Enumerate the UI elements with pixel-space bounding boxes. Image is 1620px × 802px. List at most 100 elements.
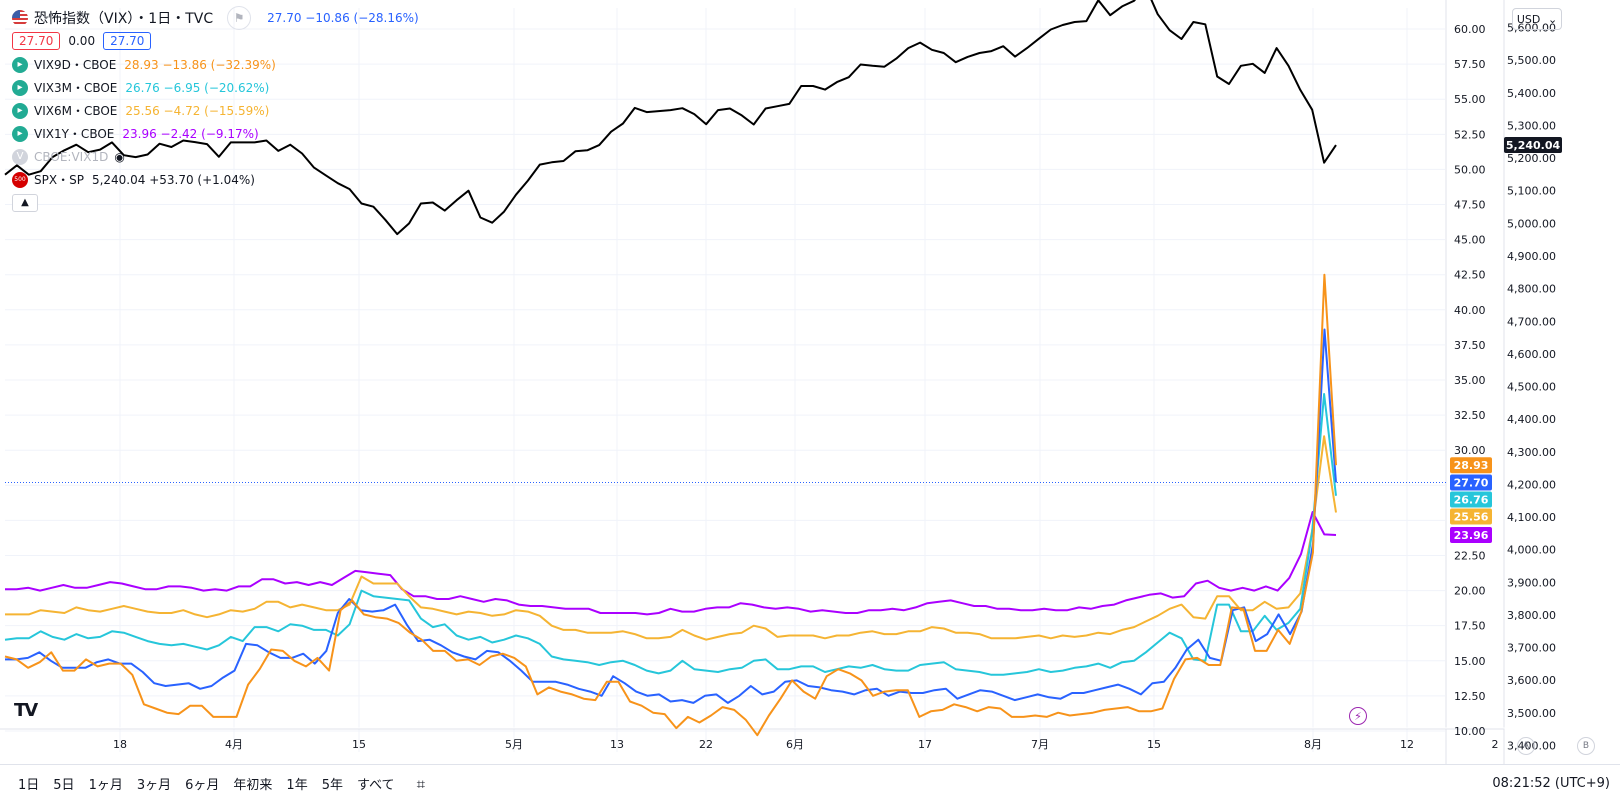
x-axis-tick: 18	[113, 738, 127, 751]
right-axis-tick: 4,000.00	[1507, 544, 1556, 557]
right-axis-tick: 4,500.00	[1507, 381, 1556, 394]
flag-icon[interactable]: ⚑	[227, 5, 252, 30]
indicator-label: VIX3M・CBOE	[34, 81, 118, 95]
left-axis-tick: 57.50	[1454, 58, 1486, 71]
price-tag	[1450, 457, 1492, 474]
price-chart[interactable]: 60.00 57.50 55.00 52.50 50.00 47.50 45.00 42.50…	[0, 0, 1620, 764]
price-tag	[1450, 474, 1492, 491]
us-flag-icon	[12, 9, 28, 26]
spread-value: 0.00	[68, 34, 96, 48]
currency-label: USD	[1516, 12, 1541, 26]
indicator-value: 28.93 −13.86 (−32.39%)	[124, 57, 276, 72]
bid-ask-row: 27.70 0.00 27.70	[12, 29, 419, 53]
legend-main-row: 恐怖指数（VIX）・1日・TVC ⚑ 27.70 −10.86 (−28.16%…	[12, 5, 419, 30]
left-axis-tick: 15.00	[1454, 655, 1486, 668]
indicator-label: SPX・SP	[34, 173, 84, 187]
range-3m[interactable]: 3ヶ月	[136, 778, 172, 793]
indicator-value: 26.76 −6.95 (−20.62%)	[125, 80, 270, 95]
ask-box[interactable]: 27.70	[103, 32, 152, 50]
left-axis-tick: 30.00	[1454, 444, 1486, 457]
expand-icon[interactable]: ▸	[12, 102, 28, 119]
x-axis-tick: 22	[699, 738, 713, 751]
left-axis-tick: 55.00	[1454, 93, 1486, 106]
right-axis-tick: 5,100.00	[1507, 185, 1556, 198]
indicator-spx[interactable]: 500 SPX・SP 5,240.04 +53.70 (+1.04%)	[12, 168, 419, 191]
legend: 恐怖指数（VIX）・1日・TVC ⚑ 27.70 −10.86 (−28.16%…	[12, 5, 419, 214]
x-axis-tick: 4月	[225, 738, 243, 751]
series-line-vix	[5, 328, 1337, 704]
range-5y[interactable]: 5年	[321, 778, 343, 793]
clock: 08:21:52 (UTC+9)	[1492, 776, 1610, 791]
range-all[interactable]: すべて	[356, 778, 395, 793]
right-axis-tick: 4,600.00	[1507, 348, 1556, 361]
series-line-vix1y	[5, 511, 1337, 616]
right-axis-tick: 3,600.00	[1507, 674, 1556, 687]
left-axis-tick: 10.00	[1454, 725, 1486, 738]
price-tag	[1450, 526, 1492, 543]
price-tag-label: 28.93	[1454, 459, 1489, 472]
auto-scale-toggle[interactable]: A	[1517, 737, 1535, 755]
series-line-vix9d	[4, 273, 1337, 737]
left-axis-tick: 40.00	[1454, 304, 1486, 317]
left-axis-tick: 22.50	[1454, 549, 1486, 562]
expand-icon[interactable]: ▸	[12, 125, 28, 142]
last-change: 27.70 −10.86 (−28.16%)	[267, 10, 419, 25]
collapse-legend-button[interactable]: ▲	[12, 193, 38, 212]
spx-price-tag-label: 5,240.04	[1506, 139, 1561, 152]
x-axis-tick: 17	[918, 738, 932, 751]
left-axis-tick: 42.50	[1454, 269, 1486, 282]
price-tag-label: 26.76	[1454, 493, 1489, 506]
right-axis-tick: 5,400.00	[1507, 87, 1556, 100]
indicator-vix3m[interactable]: ▸ VIX3M・CBOE 26.76 −6.95 (−20.62%)	[12, 76, 419, 99]
collapse-row: ▲	[12, 191, 419, 214]
lightning-icon[interactable]: ⚡	[1349, 707, 1367, 725]
indicator-label: VIX6M・CBOE	[34, 104, 118, 118]
chevron-down-icon: ⌄	[1547, 12, 1558, 26]
x-axis-tick: 6月	[786, 738, 804, 751]
x-axis-tick: 7月	[1031, 738, 1049, 751]
x-axis-tick: 13	[610, 738, 624, 751]
left-axis-tick: 60.00	[1454, 23, 1486, 36]
price-tag	[1450, 491, 1492, 508]
range-ytd[interactable]: 年初来	[233, 778, 273, 793]
right-axis-tick: 5,300.00	[1507, 119, 1556, 132]
bid-box[interactable]: 27.70	[12, 32, 61, 50]
right-axis-tick: 3,700.00	[1507, 642, 1556, 655]
left-axis-tick: 32.50	[1454, 409, 1486, 422]
series-line-vix6m	[5, 435, 1337, 641]
spx-icon: 500	[12, 171, 28, 188]
indicator-value: 25.56 −4.72 (−15.59%)	[125, 103, 270, 118]
left-axis-tick: 35.00	[1454, 374, 1486, 387]
price-tag	[1450, 508, 1492, 525]
x-axis-tick: 12	[1400, 738, 1414, 751]
v-icon[interactable]: V	[12, 148, 28, 165]
right-axis-tick: 4,400.00	[1507, 413, 1556, 426]
scale-toggle[interactable]: B	[1577, 737, 1595, 755]
right-axis-tick: 5,500.00	[1507, 54, 1556, 67]
x-axis-tick: 5月	[505, 738, 523, 751]
indicator-value: 5,240.04 +53.70 (+1.04%)	[91, 172, 255, 187]
range-5d[interactable]: 5日	[53, 778, 75, 793]
range-6m[interactable]: 6ヶ月	[185, 778, 220, 793]
indicator-vix6m[interactable]: ▸ VIX6M・CBOE 25.56 −4.72 (−15.59%)	[12, 99, 419, 122]
bottom-toolbar: 1日 5日 1ヶ月 3ヶ月 6ヶ月 年初来 1年 5年 すべて ⌗	[0, 764, 1620, 802]
currency-select[interactable]: USD ⌄	[1512, 8, 1562, 30]
range-1m[interactable]: 1ヶ月	[88, 778, 123, 793]
left-axis-tick: 45.00	[1454, 234, 1486, 247]
expand-icon[interactable]: ▸	[12, 79, 28, 96]
symbol-title[interactable]: 恐怖指数（VIX）・1日・TVC	[34, 10, 214, 27]
right-axis-tick: 4,300.00	[1507, 446, 1556, 459]
eye-icon[interactable]: ◉	[114, 149, 125, 164]
range-1d[interactable]: 1日	[18, 778, 40, 793]
indicator-label: CBOE:VIX1D	[34, 149, 109, 164]
range-1y[interactable]: 1年	[286, 778, 308, 793]
expand-icon[interactable]: ▸	[12, 56, 28, 73]
indicator-vix1d[interactable]: V CBOE:VIX1D ◉	[12, 145, 419, 168]
spx-price-tag	[1504, 137, 1562, 154]
date-range-icon[interactable]: ⌗	[416, 774, 426, 793]
indicator-vix9d[interactable]: ▸ VIX9D・CBOE 28.93 −13.86 (−32.39%)	[12, 53, 419, 76]
left-axis-tick: 52.50	[1454, 128, 1486, 141]
indicator-vix1y[interactable]: ▸ VIX1Y・CBOE 23.96 −2.42 (−9.17%)	[12, 122, 419, 145]
left-axis-tick: 17.50	[1454, 620, 1486, 633]
price-tag-label: 25.56	[1454, 510, 1489, 523]
